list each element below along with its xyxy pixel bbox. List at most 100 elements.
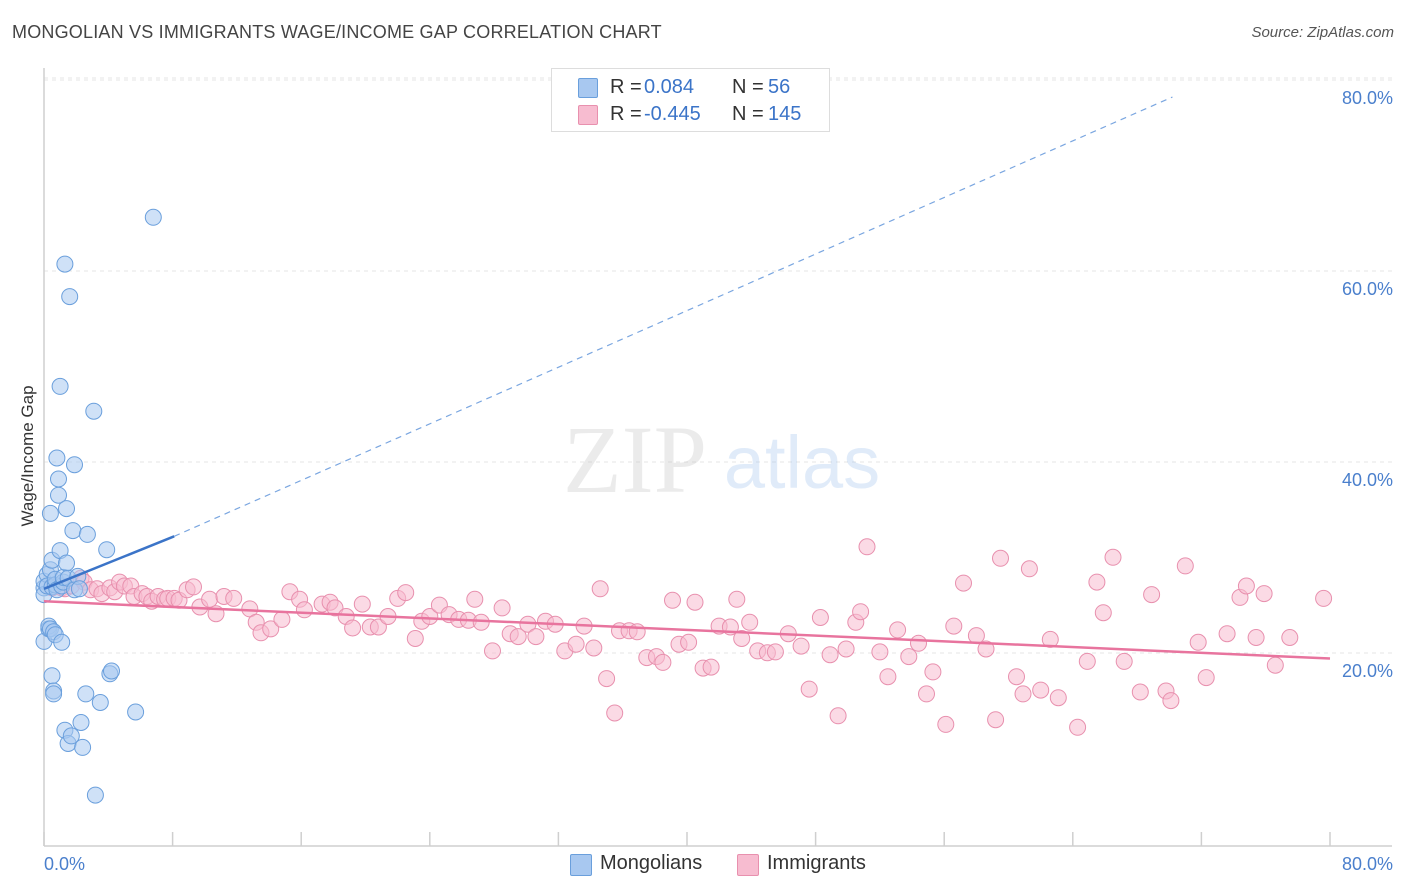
point-mongolians [53,633,71,651]
point-immigrants [326,599,344,617]
legend-r-label: R = [610,103,642,125]
point-mongolians [64,522,82,540]
chart-title: MONGOLIAN VS IMMIGRANTS WAGE/INCOME GAP … [12,22,662,42]
point-immigrants [945,617,963,635]
point-immigrants [967,627,985,645]
point-immigrants [1069,718,1087,736]
point-immigrants [598,670,616,688]
point-immigrants [918,685,935,703]
point-mongolians [85,402,103,420]
point-immigrants [201,590,219,608]
point-immigrants [1078,652,1096,670]
x-tick-label-max: 80.0% [1342,854,1393,874]
y-tick-labels: 20.0% 40.0% 60.0% 80.0% [1342,88,1393,681]
point-immigrants [821,646,839,664]
source-label: Source: ZipAtlas.com [1251,24,1394,41]
series-swatch-mongolians [570,854,592,876]
point-immigrants [889,621,907,639]
x-tick-labels: 0.0% 80.0% [44,854,1393,874]
series-swatch-immigrants [737,854,759,876]
point-mongolians [77,685,95,703]
point-immigrants [992,549,1009,567]
point-immigrants [977,640,995,658]
point-immigrants [654,653,672,671]
point-immigrants [871,643,889,661]
series-label-mongolians: Mongolians [600,852,703,874]
point-mongolians [56,255,74,273]
point-immigrants [353,595,371,613]
point-immigrants [811,609,829,626]
point-immigrants [829,707,847,725]
point-immigrants [1094,604,1112,622]
grid-layer [43,77,1392,846]
point-immigrants [472,613,490,631]
point-immigrants [686,593,704,611]
point-immigrants [344,619,362,637]
y-axis-label: Wage/Income Gap [18,385,37,526]
legend-n-label: N = [732,76,764,98]
point-mongolians [61,288,79,306]
y-tick-label: 80.0% [1342,88,1393,108]
watermark-atlas: atlas [724,421,880,504]
legend-swatch-immigrants [578,105,598,125]
point-immigrants [924,663,942,681]
point-immigrants [1104,548,1122,566]
point-mongolians [72,714,90,731]
point-immigrants [1049,689,1067,707]
point-immigrants [1266,656,1284,674]
point-immigrants [1247,629,1265,646]
point-immigrants [225,589,243,607]
point-immigrants [937,715,955,733]
point-mongolians [62,727,80,745]
point-mongolians [98,541,116,559]
point-immigrants [852,603,870,621]
legend-swatch-mongolians [578,78,598,98]
point-mongolians [41,504,59,522]
point-mongolians [74,738,92,756]
point-immigrants [1162,692,1180,710]
point-immigrants [1014,685,1032,703]
point-immigrants [1255,585,1273,603]
legend-row-immigrants: R = -0.445 N = 145 [552,101,829,127]
point-immigrants [1115,652,1133,670]
legend-r-value: 0.084 [644,76,695,98]
point-mongolians [66,456,83,474]
point-immigrants [1176,557,1194,575]
point-mongolians [127,703,145,721]
point-mongolians [103,662,120,680]
legend-n-label: N = [732,103,764,125]
trendline-immigrants [43,599,1331,660]
point-immigrants [664,591,681,609]
point-mongolians [70,580,88,598]
point-immigrants [1143,586,1161,604]
point-immigrants [1189,633,1207,651]
y-tick-label: 20.0% [1342,661,1393,681]
point-immigrants [397,584,415,602]
point-immigrants [987,711,1005,729]
trend-layer [43,96,1331,660]
point-immigrants [1315,589,1333,607]
correlation-legend: R = 0.084 N = 56 R = -0.445 N = 145 [551,68,830,132]
point-immigrants [858,538,876,556]
point-mongolians [48,449,66,467]
point-mongolians [144,208,162,226]
point-immigrants [733,630,751,647]
point-immigrants [509,628,527,646]
point-mongolians [58,554,75,572]
y-tick-label: 40.0% [1342,470,1393,490]
point-immigrants [1197,669,1215,687]
point-immigrants [493,599,511,617]
point-immigrants [741,613,759,631]
point-mongolians [50,470,67,488]
point-immigrants [837,640,855,658]
point-immigrants [728,590,746,608]
point-immigrants [185,578,202,596]
axes-layer [43,68,1392,847]
legend-r-value: -0.445 [644,103,701,125]
point-immigrants [567,635,585,653]
point-immigrants [910,634,927,652]
point-immigrants [1041,630,1059,648]
point-immigrants [591,580,609,598]
point-immigrants [262,620,280,638]
